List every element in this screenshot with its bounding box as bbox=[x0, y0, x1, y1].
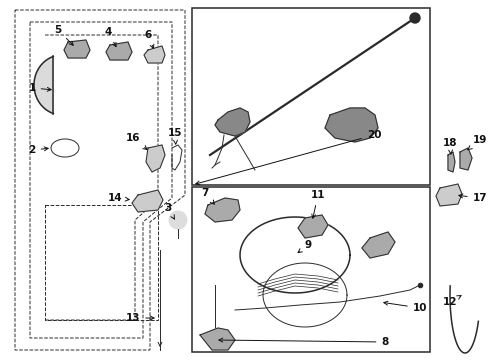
Text: 20: 20 bbox=[196, 130, 381, 185]
Circle shape bbox=[169, 211, 187, 229]
Text: 2: 2 bbox=[28, 145, 48, 155]
Polygon shape bbox=[298, 215, 328, 238]
Text: 16: 16 bbox=[126, 133, 147, 149]
Text: 3: 3 bbox=[164, 203, 174, 219]
Circle shape bbox=[410, 13, 420, 23]
Text: 1: 1 bbox=[28, 83, 51, 93]
Text: 17: 17 bbox=[459, 193, 488, 203]
Bar bbox=[192, 8, 430, 185]
Polygon shape bbox=[64, 40, 90, 58]
Text: 18: 18 bbox=[443, 138, 457, 154]
Polygon shape bbox=[325, 108, 378, 142]
Text: 9: 9 bbox=[298, 240, 312, 253]
Text: 14: 14 bbox=[108, 193, 129, 203]
Text: 8: 8 bbox=[219, 337, 389, 347]
Text: 7: 7 bbox=[201, 188, 214, 204]
Text: 4: 4 bbox=[104, 27, 116, 47]
Polygon shape bbox=[205, 198, 240, 222]
Text: 5: 5 bbox=[54, 25, 74, 45]
Polygon shape bbox=[106, 42, 132, 60]
Polygon shape bbox=[460, 148, 472, 170]
Polygon shape bbox=[448, 152, 455, 172]
Polygon shape bbox=[362, 232, 395, 258]
Polygon shape bbox=[144, 46, 165, 63]
Text: 19: 19 bbox=[468, 135, 487, 150]
Bar bbox=[192, 187, 430, 352]
Text: 6: 6 bbox=[145, 30, 154, 49]
Polygon shape bbox=[200, 328, 235, 350]
Polygon shape bbox=[146, 145, 165, 172]
Polygon shape bbox=[132, 190, 163, 212]
Text: 12: 12 bbox=[443, 296, 461, 307]
Text: 10: 10 bbox=[384, 301, 427, 313]
Text: 15: 15 bbox=[168, 128, 182, 144]
Polygon shape bbox=[34, 57, 53, 113]
Polygon shape bbox=[215, 108, 250, 136]
Polygon shape bbox=[436, 184, 462, 206]
Text: 11: 11 bbox=[311, 190, 325, 218]
Text: 13: 13 bbox=[126, 313, 154, 323]
